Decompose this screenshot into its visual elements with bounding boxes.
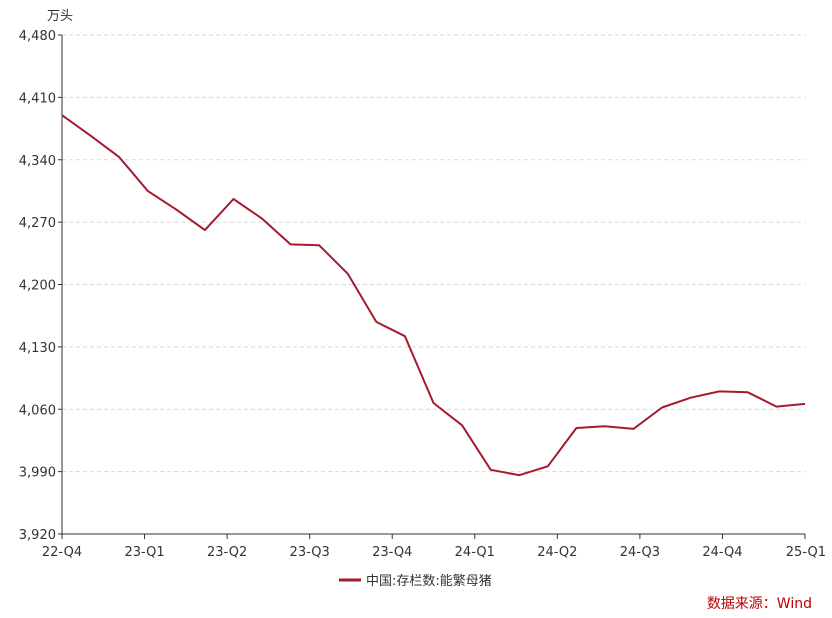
y-tick-label: 4,340	[19, 154, 56, 169]
y-ticks: 4,480 4,410 4,340 4,270 4,200 4,130 4,060 3,990…	[19, 29, 62, 543]
x-tick-label: 24-Q2	[537, 545, 577, 560]
source-label: 数据来源：Wind	[707, 596, 812, 612]
legend-label: 中国:存栏数:能繁母猪	[366, 573, 492, 589]
y-tick-label: 4,480	[19, 29, 56, 44]
y-tick-label: 4,130	[19, 341, 56, 356]
grid-lines	[62, 34, 805, 473]
x-tick-label: 23-Q3	[290, 545, 330, 560]
x-tick-label: 25-Q1	[786, 545, 826, 560]
y-tick-label: 3,990	[19, 466, 56, 481]
x-tick-label: 23-Q2	[207, 545, 247, 560]
x-ticks: 22-Q4 23-Q1 23-Q2 23-Q3 23-Q4 24-Q1 24-Q2 24-Q3…	[42, 534, 826, 560]
y-tick-label: 4,410	[19, 91, 56, 106]
x-tick-label: 22-Q4	[42, 545, 82, 560]
y-axis-unit-label: 万头	[47, 9, 73, 24]
x-tick-label: 24-Q1	[455, 545, 495, 560]
x-tick-label: 23-Q4	[372, 545, 412, 560]
x-tick-label: 23-Q1	[124, 545, 164, 560]
x-tick-label: 24-Q4	[702, 545, 742, 560]
y-tick-label: 4,270	[19, 216, 56, 231]
series-line-能繁母猪	[61, 114, 806, 477]
y-tick-label: 3,920	[19, 528, 56, 543]
legend: 中国:存栏数:能繁母猪	[339, 573, 492, 589]
x-tick-label: 24-Q3	[620, 545, 660, 560]
y-tick-label: 4,200	[19, 279, 56, 294]
y-tick-label: 4,060	[19, 403, 56, 418]
